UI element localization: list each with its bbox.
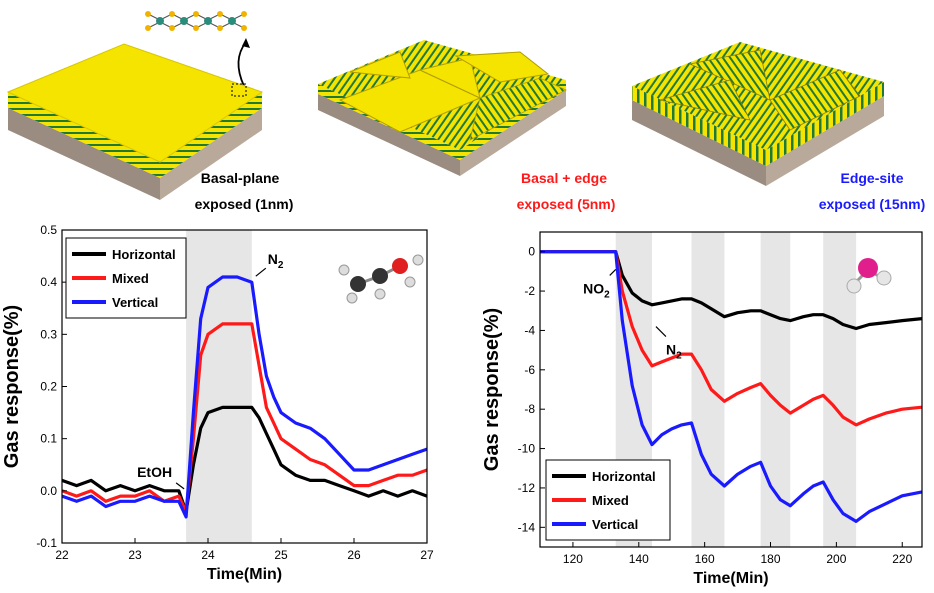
legend-label: Mixed — [592, 493, 629, 508]
schematic-basal-edge: Basal + edge exposed (5nm) — [318, 40, 615, 212]
series-line-mixed — [540, 250, 923, 427]
y-tick-label: 0.0 — [40, 484, 57, 498]
zoom-arrow — [237, 41, 247, 87]
annotation-arrow — [175, 482, 185, 490]
x-tick-label: 24 — [201, 548, 215, 562]
y-axis-label: Gas response(%) — [1, 305, 23, 468]
schematic-edge-site: Edge-site exposed (15nm) — [632, 42, 925, 212]
y-tick-label: -10 — [518, 442, 536, 456]
x-tick-label: 22 — [55, 548, 69, 562]
x-tick-label: 23 — [128, 548, 142, 562]
y-axis-label: Gas response(%) — [481, 308, 503, 471]
x-tick-label: 180 — [761, 552, 781, 566]
series-line-vertical — [540, 250, 923, 524]
annotation-label: EtOH — [137, 464, 172, 480]
x-tick-label: 160 — [695, 552, 715, 566]
y-tick-label: -6 — [524, 363, 535, 377]
schematic-label-line1: Basal-plane — [201, 170, 280, 186]
legend-label: Horizontal — [112, 247, 176, 262]
series-line-horizontal — [61, 405, 428, 514]
schematic-label-line2: exposed (5nm) — [517, 196, 616, 212]
x-tick-label: 120 — [563, 552, 583, 566]
y-tick-label: -14 — [518, 520, 536, 534]
annotation-label: N2 — [268, 251, 284, 271]
y-tick-label: 0.4 — [40, 275, 57, 289]
y-tick-label: -2 — [524, 284, 535, 298]
y-tick-label: 0 — [528, 245, 535, 259]
x-tick-label: 200 — [826, 552, 846, 566]
y-tick-label: -4 — [524, 323, 535, 337]
annotation-arrow — [609, 269, 617, 276]
legend-label: Mixed — [112, 271, 149, 286]
legend-label: Horizontal — [592, 469, 656, 484]
legend-label: Vertical — [112, 295, 158, 310]
schematic-label-line1: Edge-site — [840, 170, 903, 186]
y-tick-label: 0.5 — [40, 223, 57, 237]
legend-label: Vertical — [592, 517, 638, 532]
schematic-basal-plane: Basal-plane exposed (1nm) — [6, 11, 294, 212]
schematic-label-line2: exposed (15nm) — [819, 196, 926, 212]
y-tick-label: 0.1 — [40, 432, 57, 446]
series-line-mixed — [61, 322, 428, 514]
shaded-region — [691, 232, 725, 547]
x-tick-label: 140 — [629, 552, 649, 566]
x-tick-label: 220 — [892, 552, 912, 566]
series-line-horizontal — [540, 250, 923, 331]
schematic-label-line2: exposed (1nm) — [195, 196, 294, 212]
y-tick-label: -0.1 — [36, 536, 57, 550]
x-tick-label: 26 — [347, 548, 361, 562]
chart-ethanol-response: 22 23 24 25 26 27 -0.1 0.0 0.1 0.2 0.3 0.4 0.5 Time(M… — [1, 223, 434, 583]
annotation-arrow — [655, 326, 667, 337]
x-axis-label: Time(Min) — [693, 570, 768, 587]
ethanol-molecule-icon — [338, 254, 424, 304]
annotation-label: NO2 — [583, 280, 610, 300]
water-molecule-icon — [846, 258, 892, 294]
y-tick-label: 0.2 — [40, 380, 57, 394]
plot-frame — [539, 231, 923, 548]
chart-no2-response: 120 140 160 180 200 220 0 -2 -4 -6 -8 -10 -12 -14 Time… — [481, 231, 923, 587]
x-axis-label: Time(Min) — [207, 566, 282, 583]
y-tick-label: -12 — [518, 481, 536, 495]
schematic-label-line1: Basal + edge — [521, 170, 607, 186]
x-tick-label: 25 — [274, 548, 288, 562]
series-line-vertical — [61, 275, 428, 519]
x-tick-label: 27 — [420, 548, 434, 562]
annotation-arrow — [255, 267, 267, 277]
mos2-lattice-icon — [145, 11, 247, 31]
y-tick-label: -8 — [524, 402, 535, 416]
y-tick-label: 0.3 — [40, 327, 57, 341]
